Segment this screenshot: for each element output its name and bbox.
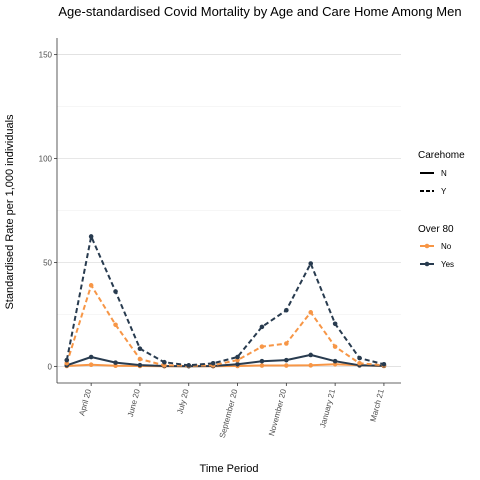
legend-label-carehome-n: N — [441, 169, 447, 178]
x-tick-label: November 20 — [267, 388, 288, 437]
y-tick-label: 0 — [48, 362, 53, 371]
data-point-carehome-y-over80-yes — [211, 361, 216, 366]
x-tick-label: January 21 — [318, 388, 337, 429]
legend: Carehome Over 80 NY No Yes — [418, 150, 465, 269]
data-point-carehome-y-over80-yes — [260, 325, 265, 330]
data-point-carehome-n-over80-yes — [260, 359, 265, 364]
legend-key-point-over80-yes — [425, 262, 430, 267]
data-point-carehome-y-over80-yes — [64, 358, 69, 363]
data-point-carehome-n-over80-no — [284, 363, 289, 368]
data-point-carehome-y-over80-yes — [113, 289, 118, 294]
data-point-carehome-y-over80-yes — [333, 321, 338, 326]
data-point-carehome-n-over80-yes — [308, 353, 313, 358]
data-point-carehome-n-over80-yes — [333, 359, 338, 364]
data-point-carehome-y-over80-yes — [235, 355, 240, 360]
y-axis-ticks: 0 50 100 150 — [39, 51, 57, 372]
data-point-carehome-n-over80-no — [308, 363, 313, 368]
data-point-carehome-n-over80-yes — [113, 360, 118, 365]
x-tick-label: March 21 — [369, 388, 386, 423]
x-axis-ticks: April 20 June 20 July 20 September 20 Novemb… — [77, 383, 386, 439]
legend-label-carehome-y: Y — [441, 187, 447, 196]
legend-label-over80-yes: Yes — [441, 260, 454, 269]
data-point-carehome-y-over80-yes — [138, 346, 143, 351]
data-point-carehome-y-over80-no — [260, 344, 265, 349]
data-point-carehome-y-over80-yes — [162, 360, 167, 365]
data-point-carehome-y-over80-yes — [284, 308, 289, 313]
data-point-carehome-n-over80-yes — [284, 358, 289, 363]
y-tick-label: 100 — [39, 155, 53, 164]
data-point-carehome-y-over80-yes — [382, 362, 387, 367]
data-point-carehome-y-over80-yes — [89, 234, 94, 239]
data-point-carehome-y-over80-no — [308, 310, 313, 315]
data-point-carehome-y-over80-yes — [308, 261, 313, 266]
data-point-carehome-y-over80-no — [333, 344, 338, 349]
data-point-carehome-n-over80-yes — [89, 355, 94, 360]
y-tick-label: 50 — [43, 258, 52, 267]
data-point-carehome-y-over80-yes — [357, 356, 362, 361]
chart-title: Age-standardised Covid Mortality by Age … — [58, 4, 461, 19]
data-point-carehome-y-over80-yes — [186, 363, 191, 368]
data-point-carehome-n-over80-yes — [138, 363, 143, 368]
data-point-carehome-n-over80-yes — [235, 362, 240, 367]
legend-over80-title: Over 80 — [418, 224, 454, 235]
legend-carehome-title: Carehome — [418, 150, 465, 161]
x-axis-title: Time Period — [200, 463, 259, 475]
x-tick-label: July 20 — [175, 388, 190, 415]
data-point-carehome-y-over80-no — [89, 283, 94, 288]
data-point-carehome-y-over80-no — [138, 357, 143, 362]
data-point-carehome-n-over80-no — [89, 362, 94, 367]
x-tick-label: April 20 — [77, 388, 93, 417]
data-point-carehome-y-over80-no — [113, 323, 118, 328]
data-point-carehome-y-over80-no — [284, 341, 289, 346]
data-point-carehome-n-over80-no — [260, 363, 265, 368]
x-tick-label: September 20 — [218, 388, 240, 439]
data-point-carehome-y-over80-no — [357, 361, 362, 366]
y-axis-title: Standardised Rate per 1,000 individuals — [4, 114, 16, 310]
legend-label-over80-no: No — [441, 242, 452, 251]
y-tick-label: 150 — [39, 51, 53, 60]
x-tick-label: June 20 — [126, 388, 142, 418]
legend-key-point-over80-no — [425, 244, 430, 249]
